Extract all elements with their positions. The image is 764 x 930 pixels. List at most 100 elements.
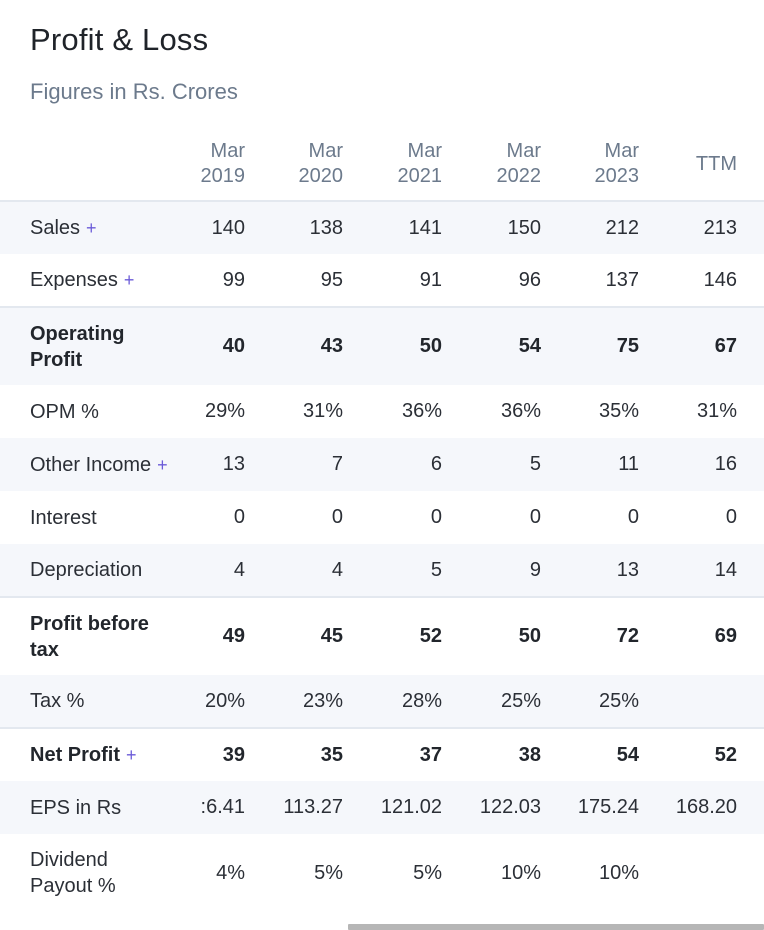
table-cell: 13 (222, 453, 245, 475)
table-cell: 5% (413, 861, 442, 884)
table-cell: 0 (233, 506, 245, 528)
table-cell: 16 (714, 453, 737, 475)
table-cell: 0 (725, 506, 737, 528)
table-cell: 28% (401, 689, 442, 712)
table-cell: 54 (442, 306, 541, 385)
table-cell: 10% (598, 861, 639, 884)
table-cell: 20% (204, 689, 245, 712)
table-cell: 146 (703, 268, 737, 291)
row-label-other-income[interactable]: Other Income + (30, 453, 168, 476)
row-label-interest: Interest (30, 506, 97, 529)
table-cell: 52 (343, 596, 442, 675)
column-header-mar-2020: Mar 2020 (245, 128, 343, 202)
table-header-row: Mar 2019 Mar 2020 Mar 2021 Mar 2022 Mar 2023 … (0, 128, 764, 202)
table-cell: 95 (320, 268, 343, 291)
table-cell: 5% (314, 861, 343, 884)
row-label-operating-profit: Operating Profit (0, 306, 170, 385)
table-cell: 4% (216, 861, 245, 884)
row-label-expenses[interactable]: Expenses + (30, 269, 135, 291)
table-cell: 31% (696, 400, 737, 422)
table-row-net-profit[interactable]: Net Profit + 39 35 37 38 54 52 (0, 727, 764, 781)
table-row-operating-profit: Operating Profit 40 43 50 54 75 67 (0, 306, 764, 385)
table-row-sales[interactable]: Sales + 140 138 141 150 212 213 (0, 201, 764, 254)
row-label-depreciation: Depreciation (30, 559, 143, 581)
row-label-dividend-payout: Dividend Payout % (30, 849, 116, 897)
row-label-tax: Tax % (30, 690, 85, 712)
table-cell: 0 (627, 506, 639, 528)
table-cell: 141 (408, 216, 442, 239)
table-cell: 213 (703, 216, 737, 239)
table-cell: 6 (430, 453, 442, 475)
table-cell: 0 (430, 506, 442, 528)
page-title: Profit & Loss (30, 22, 209, 57)
table-cell (639, 834, 764, 912)
table-cell: 99 (222, 268, 245, 291)
table-cell: 75 (541, 306, 639, 385)
table-cell (639, 675, 764, 728)
page-subtitle: Figures in Rs. Crores (30, 79, 238, 104)
table-cell: 50 (343, 306, 442, 385)
table-cell: 69 (639, 596, 764, 675)
table-cell: 168.20 (675, 796, 737, 818)
row-label-net-profit[interactable]: Net Profit + (0, 727, 170, 781)
table-cell: 35 (245, 727, 343, 781)
table-cell: 4 (331, 558, 343, 581)
table-cell: 5 (529, 453, 541, 475)
expand-plus-icon[interactable]: + (126, 745, 137, 765)
table-cell: 5 (430, 558, 442, 581)
profit-loss-table: Mar 2019 Mar 2020 Mar 2021 Mar 2022 Mar 2023 … (0, 128, 764, 912)
horizontal-scrollbar-thumb[interactable] (348, 924, 764, 930)
table-cell: 39 (170, 727, 245, 781)
column-header-ttm: TTM (639, 128, 764, 202)
table-cell: 45 (245, 596, 343, 675)
table-cell: 0 (331, 506, 343, 528)
table-cell: 175.24 (577, 796, 639, 818)
table-cell: 40 (170, 306, 245, 385)
table-cell: 137 (605, 268, 639, 291)
table-cell: 11 (618, 453, 639, 475)
expand-plus-icon[interactable]: + (157, 454, 168, 475)
table-cell: 36% (401, 400, 442, 422)
column-header-mar-2022: Mar 2022 (442, 128, 541, 202)
table-cell: 113.27 (283, 796, 343, 818)
table-cell: 29% (204, 400, 245, 422)
table-cell: 121.02 (380, 796, 442, 818)
expand-plus-icon[interactable]: + (123, 270, 135, 290)
table-row-other-income[interactable]: Other Income + 13 7 6 5 11 16 (0, 438, 764, 491)
column-header-mar-2021: Mar 2021 (343, 128, 442, 202)
row-label-opm: OPM % (30, 400, 99, 423)
table-cell: 4 (233, 558, 245, 581)
row-label-sales[interactable]: Sales + (30, 217, 97, 239)
row-label-profit-before-tax: Profit before tax (0, 596, 170, 675)
table-row-dividend-payout: Dividend Payout % 4% 5% 5% 10% 10% (0, 834, 764, 912)
table-cell: 91 (419, 268, 442, 291)
table-cell: 36% (500, 400, 541, 422)
table-cell: 23% (302, 689, 343, 712)
table-cell: 9 (529, 558, 541, 581)
header-blank-cell (0, 128, 170, 202)
table-cell: 140 (211, 216, 245, 239)
table-cell: 52 (639, 727, 764, 781)
table-cell: 43 (245, 306, 343, 385)
table-cell: 0 (529, 506, 541, 528)
table-cell: 31% (302, 400, 343, 422)
table-row-expenses[interactable]: Expenses + 99 95 91 96 137 146 (0, 254, 764, 307)
table-row-tax: Tax % 20% 23% 28% 25% 25% (0, 675, 764, 728)
table-cell: 37 (343, 727, 442, 781)
table-cell: 38 (442, 727, 541, 781)
table-row-profit-before-tax: Profit before tax 49 45 52 50 72 69 (0, 596, 764, 675)
table-cell: 54 (541, 727, 639, 781)
expand-plus-icon[interactable]: + (86, 218, 97, 238)
table-cell: 35% (598, 400, 639, 422)
table-cell: 150 (507, 216, 541, 239)
row-label-eps: EPS in Rs (30, 796, 122, 819)
table-row-opm: OPM % 29% 31% 36% 36% 35% 31% (0, 385, 764, 438)
table-cell: 96 (518, 268, 541, 291)
table-cell: 50 (442, 596, 541, 675)
table-cell: 13 (616, 558, 639, 581)
table-cell: 138 (309, 216, 343, 239)
column-header-mar-2019: Mar 2019 (170, 128, 245, 202)
table-cell: 212 (605, 216, 639, 239)
table-cell: :6.41 (200, 796, 245, 818)
table-row-interest: Interest 0 0 0 0 0 0 (0, 491, 764, 544)
